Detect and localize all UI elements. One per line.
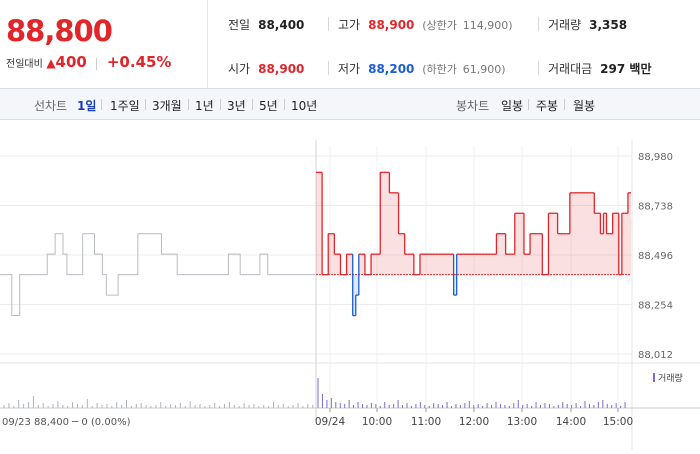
divider [284, 99, 285, 110]
divider [96, 58, 98, 70]
up-arrow-icon: ▲ [46, 56, 56, 70]
candle-daily[interactable]: 일봉 [501, 99, 524, 113]
x-tick-label: 13:00 [507, 416, 537, 428]
divider [538, 17, 539, 31]
prev-close-label: 전일 [228, 18, 251, 32]
y-tick-label: 88,496 [638, 251, 673, 262]
turnover-label: 거래대금 [548, 62, 593, 76]
open-label: 시가 [228, 62, 251, 76]
divider [252, 99, 253, 110]
period-5y[interactable]: 5년 [259, 99, 278, 113]
candle-weekly[interactable]: 주봉 [536, 99, 559, 113]
candle-chart-title: 봉차트 [456, 99, 490, 113]
x-tick-label: 12:00 [459, 416, 489, 428]
period-3m[interactable]: 3개월 [152, 99, 182, 113]
period-1d[interactable]: 1일 [77, 99, 97, 113]
volume-legend: 거래량 [658, 372, 683, 384]
change-label: 전일대비 [6, 59, 43, 70]
divider [564, 99, 565, 110]
low-value: 88,200 [368, 62, 415, 76]
prev-day-label: 09/23 [2, 417, 31, 428]
y-tick-label: 88,254 [638, 301, 673, 312]
price-summary: 88,800 전일대비 ▲400 +0.45% [0, 0, 208, 88]
today-fill-up [316, 172, 631, 275]
line-chart-title: 선차트 [34, 99, 68, 113]
x-tick-label: 11:00 [411, 416, 441, 428]
stat-open: 시가 88,900 [228, 60, 304, 77]
price-chart: 88,980 88,738 88,496 88,254 88,012 거래량 09/23 88… [0, 120, 700, 450]
upper-limit-label: (상한가 [422, 19, 457, 32]
turnover-value: 297 백만 [600, 62, 652, 76]
candle-monthly[interactable]: 월봉 [573, 99, 596, 113]
volume-value: 3,358 [589, 18, 628, 32]
y-tick-label: 88,980 [638, 152, 673, 163]
divider [145, 99, 146, 110]
high-value: 88,900 [368, 18, 415, 32]
x-tick-label: 14:00 [556, 416, 586, 428]
stat-low: 저가 88,200 (하한가 61,900) [338, 60, 506, 77]
high-label: 고가 [338, 18, 361, 32]
upper-limit-value: 114,900) [462, 19, 513, 32]
low-label: 저가 [338, 62, 361, 76]
divider [538, 61, 539, 75]
lower-limit-value: 61,900) [462, 63, 506, 76]
y-tick-label: 88,738 [638, 202, 673, 213]
stat-turnover: 거래대금 297 백만 [548, 60, 651, 77]
divider [220, 99, 221, 110]
period-1y[interactable]: 1년 [195, 99, 214, 113]
divider [188, 99, 189, 110]
volume-label: 거래량 [548, 18, 582, 32]
price-stats: 전일 88,400 고가 88,900 (상한가 114,900) 거래량 3,358… [208, 0, 700, 88]
period-3y[interactable]: 3년 [227, 99, 246, 113]
divider [528, 99, 529, 110]
lower-limit-label: (하한가 [422, 63, 457, 76]
change-row: 전일대비 ▲400 +0.45% [6, 53, 171, 71]
volume-legend-swatch [653, 373, 655, 382]
stat-volume: 거래량 3,358 [548, 16, 627, 33]
period-1w[interactable]: 1주일 [110, 99, 140, 113]
stat-prev-close: 전일 88,400 [228, 16, 304, 33]
quote-header: 88,800 전일대비 ▲400 +0.45% 전일 88,400 고가 88,90… [0, 0, 700, 89]
current-price: 88,800 [6, 14, 113, 48]
period-10y[interactable]: 10년 [291, 99, 318, 113]
divider [328, 17, 329, 31]
prev-close-value: 88,400 [258, 18, 305, 32]
divider [328, 61, 329, 75]
prev-day-note: 88,400 ─ 0 (0.00%) [34, 417, 131, 428]
stat-high: 고가 88,900 (상한가 114,900) [338, 16, 513, 33]
y-tick-label: 88,012 [638, 350, 673, 361]
change-amount: 400 [55, 53, 87, 71]
divider [101, 99, 102, 110]
x-tick-label: 10:00 [362, 416, 392, 428]
period-toolbar: 선차트 1일 1주일 3개월 1년 3년 5년 10년 봉차트 일봉 주봉 월봉 [0, 89, 700, 120]
prev-day-line [0, 233, 315, 317]
change-percent: +0.45% [106, 53, 172, 71]
x-tick-label: 15:00 [603, 416, 633, 428]
x-tick-label: 09/24 [315, 416, 346, 428]
price-chart-svg: 88,980 88,738 88,496 88,254 88,012 거래량 09/23 88… [0, 140, 700, 450]
open-value: 88,900 [258, 62, 305, 76]
